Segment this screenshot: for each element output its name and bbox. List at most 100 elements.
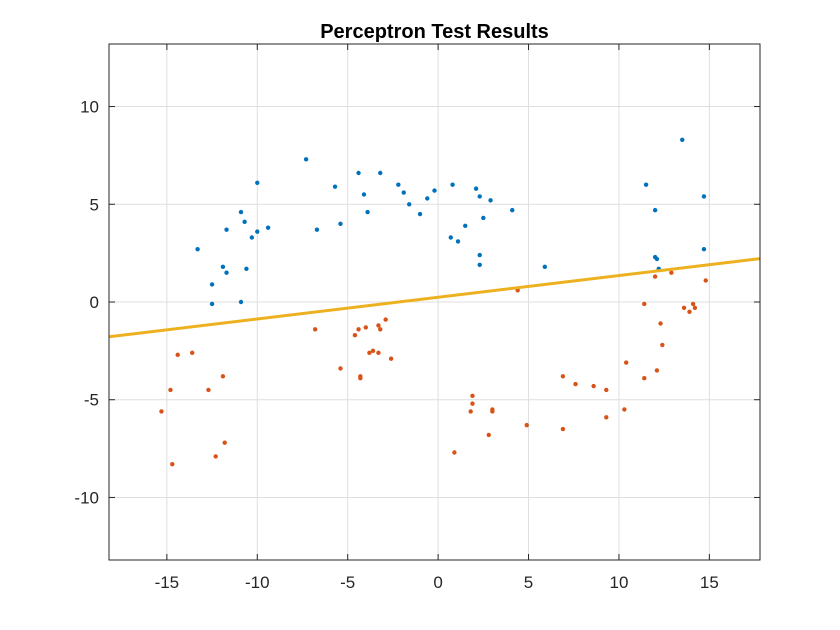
- data-point: [175, 352, 180, 357]
- data-point: [654, 256, 660, 262]
- data-point: [470, 393, 475, 399]
- data-point: [542, 264, 548, 270]
- data-point: [468, 409, 473, 414]
- data-point: [220, 264, 226, 270]
- data-point: [406, 202, 412, 207]
- data-point: [401, 190, 406, 195]
- data-point: [680, 137, 685, 142]
- data-point: [352, 333, 358, 338]
- data-point: [486, 432, 491, 438]
- data-point: [473, 186, 479, 191]
- data-point: [255, 229, 260, 234]
- data-point: [669, 270, 674, 275]
- data-point: [376, 350, 381, 356]
- data-point: [238, 209, 244, 215]
- data-point: [604, 415, 609, 420]
- data-point: [448, 235, 453, 240]
- data-point: [396, 182, 401, 187]
- data-point: [417, 211, 423, 217]
- data-point: [224, 270, 229, 275]
- data-point: [524, 422, 529, 428]
- x-tick-label: 0: [433, 573, 442, 592]
- data-point: [378, 170, 383, 176]
- data-point: [432, 188, 437, 193]
- y-tick-label: 10: [80, 98, 99, 117]
- data-point: [356, 327, 361, 332]
- x-tick-label: -10: [245, 573, 270, 592]
- y-tick-label: 5: [90, 195, 99, 214]
- data-point: [388, 356, 394, 361]
- data-point: [159, 409, 164, 414]
- data-point: [623, 360, 629, 365]
- data-point: [378, 327, 383, 332]
- y-tick-label: 0: [90, 293, 99, 312]
- data-point: [170, 462, 175, 467]
- data-point: [206, 387, 211, 393]
- data-point: [367, 350, 372, 356]
- data-point: [224, 227, 229, 232]
- data-point: [690, 301, 696, 307]
- data-point: [573, 381, 578, 387]
- data-point: [358, 376, 363, 381]
- data-point: [703, 278, 708, 283]
- data-point: [242, 219, 247, 225]
- data-point: [622, 407, 627, 412]
- x-tick-label: 5: [524, 573, 533, 592]
- x-tick-label: -15: [155, 573, 180, 592]
- data-point: [314, 227, 320, 232]
- data-point: [332, 184, 338, 189]
- data-point: [642, 301, 647, 307]
- x-tick-label: -5: [340, 573, 355, 592]
- data-point: [470, 401, 475, 406]
- data-point: [463, 223, 468, 228]
- data-point: [244, 266, 249, 271]
- data-point: [213, 454, 218, 459]
- data-point: [365, 209, 370, 215]
- data-point: [687, 309, 692, 314]
- data-point: [490, 407, 495, 412]
- data-point: [222, 440, 227, 445]
- data-point: [604, 387, 609, 393]
- x-tick-label: 10: [609, 573, 628, 592]
- data-point: [642, 376, 647, 381]
- data-point: [560, 374, 566, 379]
- data-point: [220, 374, 226, 379]
- data-point: [652, 274, 658, 279]
- data-point: [361, 192, 367, 197]
- data-point: [312, 327, 318, 332]
- data-point: [249, 235, 255, 240]
- data-point: [450, 182, 455, 187]
- axis-ticks: -15 -10 -5 0 5 10 15 -10 -5 0 5 10: [74, 44, 760, 592]
- data-point: [425, 196, 430, 201]
- data-point: [701, 194, 707, 199]
- data-point: [488, 198, 493, 203]
- data-point: [681, 305, 687, 311]
- data-point: [195, 247, 200, 252]
- data-point: [643, 182, 649, 187]
- data-point: [383, 317, 388, 322]
- data-point: [189, 350, 195, 356]
- x-tick-label: 15: [700, 573, 719, 592]
- data-point: [168, 387, 173, 393]
- data-point: [238, 299, 244, 305]
- data-point: [658, 321, 663, 326]
- data-point: [701, 247, 707, 252]
- data-point: [477, 262, 482, 268]
- data-point: [209, 282, 215, 287]
- data-point: [376, 323, 381, 328]
- data-point: [452, 450, 457, 455]
- data-point: [303, 157, 309, 162]
- data-point: [591, 383, 596, 389]
- data-point: [481, 215, 486, 221]
- data-point: [477, 194, 482, 199]
- plot-data: [108, 137, 761, 467]
- data-point: [338, 366, 343, 371]
- decision-boundary-line: [108, 257, 761, 339]
- data-point: [560, 426, 566, 432]
- data-point: [255, 180, 260, 185]
- grid-lines: [109, 44, 760, 560]
- data-point: [370, 348, 376, 354]
- data-point: [660, 342, 665, 348]
- y-tick-label: -5: [84, 391, 99, 410]
